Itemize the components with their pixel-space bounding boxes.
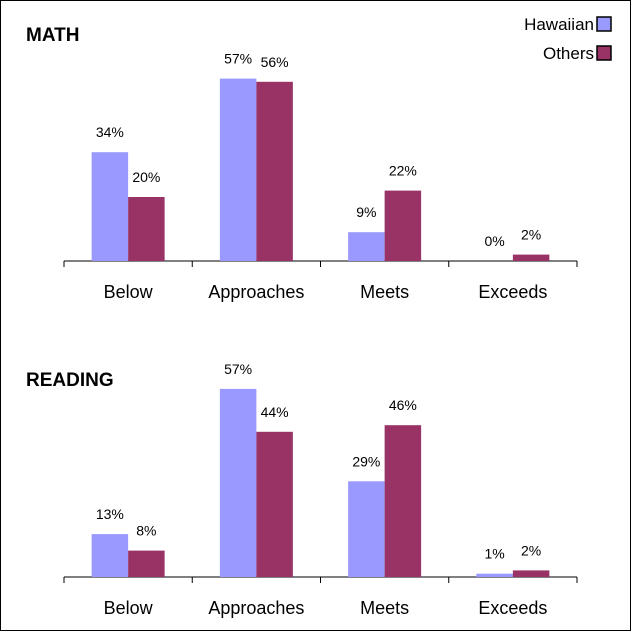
math-bar-hawaiian-approaches [219, 78, 257, 261]
math-data-label-others-exceeds: 2% [521, 227, 541, 243]
math-data-label-hawaiian-below: 34% [96, 124, 124, 140]
math-chart: Below 34% 20% Approaches 57% 56% Meets 9% 22% Exc… [63, 51, 578, 302]
math-bar-hawaiian-meets [348, 232, 385, 261]
math-category-label-exceeds: Exceeds [478, 282, 547, 302]
math-title: MATH [26, 25, 79, 46]
reading-bar-hawaiian-meets [348, 481, 385, 577]
math-category-label-meets: Meets [360, 282, 409, 302]
reading-data-label-hawaiian-below: 13% [96, 506, 124, 522]
legend-label-hawaiian: Hawaiian [524, 15, 594, 34]
math-data-label-hawaiian-exceeds: 0% [485, 233, 505, 249]
math-bar-others-approaches [256, 81, 293, 261]
reading-category-label-exceeds: Exceeds [478, 598, 547, 618]
reading-category-label-meets: Meets [360, 598, 409, 618]
reading-bar-others-below [128, 550, 165, 577]
reading-data-label-others-meets: 46% [389, 397, 417, 413]
reading-bar-others-approaches [256, 431, 293, 577]
reading-data-label-others-below: 8% [136, 523, 156, 539]
reading-data-label-others-exceeds: 2% [521, 542, 541, 558]
legend-swatch-others [596, 45, 612, 61]
reading-data-label-hawaiian-approaches: 57% [224, 361, 252, 377]
math-bar-hawaiian-below [91, 152, 129, 261]
math-data-label-hawaiian-approaches: 57% [224, 51, 252, 67]
reading-data-label-hawaiian-exceeds: 1% [485, 546, 505, 562]
legend: Hawaiian Others [524, 15, 612, 63]
reading-bar-others-meets [384, 425, 422, 577]
reading-chart: Below 13% 8% Approaches 57% 44% Meets 29% 46% Exc… [63, 361, 578, 618]
math-data-label-others-meets: 22% [389, 163, 417, 179]
legend-swatch-hawaiian [596, 16, 612, 32]
math-data-label-others-below: 20% [132, 169, 160, 185]
math-category-label-below: Below [104, 282, 154, 302]
legend-label-others: Others [543, 44, 594, 63]
math-category-label-approaches: Approaches [208, 282, 304, 302]
reading-data-label-others-approaches: 44% [261, 404, 289, 420]
math-data-label-hawaiian-meets: 9% [356, 204, 376, 220]
reading-bar-others-exceeds [512, 570, 550, 577]
reading-category-label-below: Below [104, 598, 154, 618]
reading-data-label-hawaiian-meets: 29% [352, 453, 380, 469]
math-data-label-others-approaches: 56% [261, 54, 289, 70]
reading-bar-hawaiian-below [91, 534, 129, 577]
math-bar-others-below [128, 197, 165, 261]
reading-bar-hawaiian-exceeds [476, 573, 513, 577]
math-bar-others-exceeds [512, 254, 550, 261]
reading-bar-hawaiian-approaches [219, 388, 257, 577]
reading-category-label-approaches: Approaches [208, 598, 304, 618]
reading-title: READING [26, 370, 114, 391]
math-bar-others-meets [384, 190, 422, 261]
